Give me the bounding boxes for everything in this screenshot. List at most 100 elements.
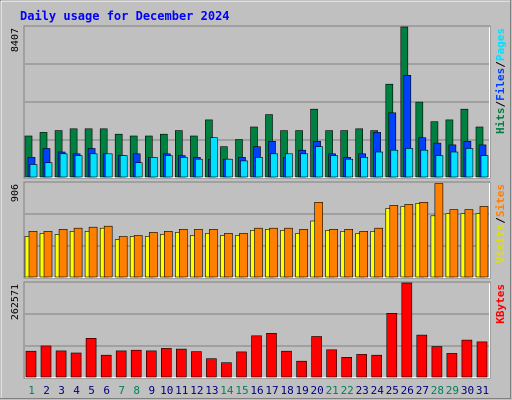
- chart-panels: 8407 Hits/Files/Pages 906 Visits/Sites 26257…: [10, 25, 507, 379]
- bar-pages-22: [345, 158, 354, 178]
- bar-sites-2: [43, 231, 53, 278]
- x-tick-label: 27: [416, 384, 429, 397]
- x-tick-label: 6: [103, 384, 110, 397]
- bar-pages-7: [119, 155, 128, 178]
- bar-kbytes-9: [146, 350, 157, 378]
- bar-sites-6: [103, 225, 113, 278]
- x-tick-label: 23: [356, 384, 369, 397]
- panel-hits-files-pages: 8407 Hits/Files/Pages: [10, 25, 507, 179]
- bar-sites-13: [209, 229, 218, 278]
- bar-sites-30: [464, 209, 474, 278]
- bar-sites-14: [224, 233, 233, 278]
- bar-kbytes-20: [311, 336, 322, 378]
- bar-kbytes-24: [371, 354, 383, 378]
- bar-pages-25: [390, 149, 399, 178]
- panel-visits-sites: 906 Visits/Sites: [10, 181, 507, 279]
- chart-title: Daily usage for December 2024: [20, 9, 230, 23]
- bar-sites-11: [179, 229, 188, 278]
- bar-kbytes-28: [431, 346, 443, 378]
- bar-sites-29: [449, 209, 459, 278]
- x-tick-label: 25: [386, 384, 399, 397]
- y-max-label: 8407: [10, 28, 21, 52]
- bar-kbytes-6: [100, 354, 112, 378]
- bar-kbytes-7: [115, 350, 127, 378]
- x-tick-label: 30: [461, 384, 474, 397]
- bar-sites-19: [299, 229, 308, 278]
- panel-kbytes: 262571 KBytes: [10, 281, 507, 379]
- bar-kbytes-25: [386, 312, 398, 378]
- bar-pages-13: [210, 137, 218, 178]
- bar-pages-19: [300, 153, 308, 178]
- bar-pages-18: [285, 153, 293, 178]
- bar-kbytes-8: [130, 349, 142, 378]
- bar-kbytes-27: [416, 334, 428, 378]
- bar-pages-20: [315, 146, 323, 178]
- bar-sites-31: [479, 206, 489, 278]
- bar-sites-9: [149, 232, 158, 278]
- bar-sites-16: [254, 227, 263, 278]
- y-max-label: 906: [10, 184, 21, 202]
- x-tick-label: 9: [148, 384, 155, 397]
- x-tick-label: 26: [401, 384, 414, 397]
- bar-pages-16: [255, 157, 263, 178]
- bar-pages-2: [44, 162, 53, 178]
- bar-kbytes-23: [356, 354, 368, 378]
- bar-sites-1: [28, 231, 38, 278]
- bar-pages-15: [240, 160, 248, 178]
- bar-pages-28: [435, 155, 444, 178]
- y-max-label: 262571: [10, 284, 21, 320]
- bar-kbytes-10: [161, 348, 172, 378]
- x-tick-label: 11: [175, 384, 188, 397]
- bar-kbytes-5: [85, 337, 97, 378]
- x-tick-label: 13: [205, 384, 218, 397]
- x-tick-label: 5: [88, 384, 95, 397]
- series-legend-label: Hits/Files/Pages: [494, 28, 507, 134]
- bar-pages-1: [29, 164, 38, 178]
- x-tick-label: 20: [310, 384, 323, 397]
- bar-kbytes-31: [476, 341, 488, 378]
- bar-sites-23: [359, 231, 369, 278]
- x-axis-labels: 1 2 3 4 5 6 7 8 9 10 11 12 13 14 15 16 17 18 19 20 21 22 23 24 2…: [28, 384, 489, 397]
- bar-sites-20: [314, 202, 323, 278]
- bar-pages-14: [225, 158, 233, 178]
- bar-pages-29: [450, 151, 459, 178]
- bar-pages-30: [465, 148, 474, 178]
- bar-kbytes-15: [236, 351, 247, 378]
- bar-sites-12: [194, 229, 203, 278]
- x-tick-label: 19: [295, 384, 308, 397]
- bar-kbytes-12: [191, 351, 202, 378]
- bar-kbytes-2: [40, 345, 52, 378]
- bar-pages-17: [270, 153, 278, 178]
- bar-kbytes-18: [281, 350, 292, 378]
- x-tick-label: 15: [235, 384, 248, 397]
- x-tick-label: 10: [160, 384, 173, 397]
- bar-kbytes-4: [70, 352, 82, 378]
- bar-sites-15: [239, 233, 248, 278]
- bar-pages-3: [59, 153, 68, 178]
- bar-sites-7: [118, 236, 128, 278]
- bar-kbytes-16: [251, 335, 262, 378]
- x-tick-label: 8: [133, 384, 140, 397]
- bar-pages-5: [89, 153, 98, 178]
- x-tick-label: 14: [220, 384, 234, 397]
- x-tick-label: 3: [58, 384, 65, 397]
- bar-sites-25: [389, 205, 399, 278]
- x-tick-label: 31: [476, 384, 489, 397]
- x-tick-label: 22: [341, 384, 354, 397]
- bar-kbytes-19: [296, 360, 307, 378]
- x-tick-label: 28: [431, 384, 444, 397]
- bar-kbytes-21: [326, 349, 337, 378]
- bar-sites-10: [164, 231, 173, 278]
- bar-sites-5: [88, 226, 98, 278]
- bar-pages-27: [420, 149, 429, 178]
- bar-pages-10: [165, 155, 173, 178]
- bar-kbytes-17: [266, 332, 277, 378]
- bar-pages-21: [330, 155, 338, 178]
- bar-sites-26: [404, 204, 414, 278]
- bar-kbytes-13: [206, 358, 217, 378]
- bar-kbytes-3: [55, 350, 67, 378]
- bar-kbytes-1: [25, 350, 37, 378]
- x-tick-label: 7: [118, 384, 125, 397]
- bar-kbytes-26: [401, 282, 413, 378]
